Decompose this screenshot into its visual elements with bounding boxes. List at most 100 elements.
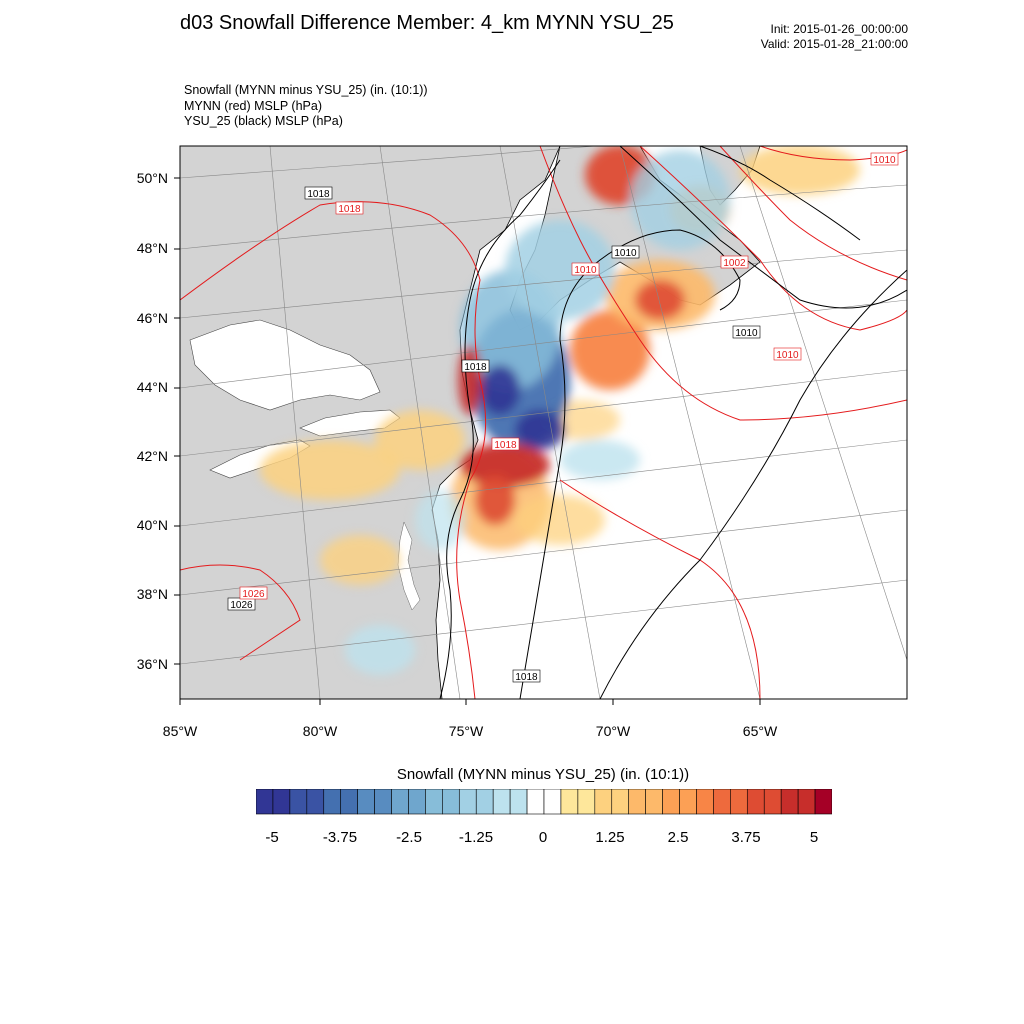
- colorbar-swatch: [357, 789, 375, 815]
- lake-huron: [189, 319, 381, 411]
- contour-label: 1010: [773, 347, 802, 361]
- svg-text:1010: 1010: [574, 265, 597, 276]
- colorbar-swatch: [391, 789, 409, 815]
- colorbar-tick-label: -5: [265, 829, 279, 846]
- lat-label: 46°N: [136, 310, 168, 326]
- colorbar: [256, 789, 832, 815]
- graticule: [180, 146, 907, 699]
- svg-text:1002: 1002: [723, 258, 746, 269]
- svg-text:1010: 1010: [614, 248, 637, 259]
- lat-ticks: [174, 177, 180, 665]
- lon-label: 80°W: [302, 723, 338, 739]
- contour-label: 1018: [491, 437, 520, 451]
- colorbar-swatch: [509, 789, 528, 815]
- svg-text:1018: 1018: [307, 189, 330, 200]
- colorbar-swatch: [306, 789, 325, 815]
- page-title: d03 Snowfall Difference Member: 4_km MYN…: [180, 12, 674, 34]
- contour-label: 1010: [870, 152, 899, 166]
- colorbar-swatch: [696, 789, 714, 815]
- contour-label: 1018: [512, 669, 541, 683]
- contour-label: 1018: [304, 186, 333, 200]
- chesapeake-bay: [397, 521, 421, 611]
- svg-text:1018: 1018: [515, 672, 538, 683]
- contour-label: 1010: [732, 325, 761, 339]
- contour-label: 1026: [227, 597, 256, 611]
- colorbar-swatch: [475, 789, 494, 815]
- lat-label: 44°N: [136, 379, 168, 395]
- svg-text:1026: 1026: [242, 589, 265, 600]
- lat-label: 50°N: [136, 170, 168, 186]
- colorbar-swatch: [780, 789, 799, 815]
- colorbar-tick-label: 3.75: [731, 829, 761, 846]
- contour-label: 1018: [335, 201, 364, 215]
- contour-label: 1026: [239, 586, 268, 600]
- colorbar-swatch: [611, 789, 630, 815]
- lat-label: 40°N: [136, 517, 168, 533]
- colorbar-swatch: [662, 789, 680, 815]
- colorbar-swatch: [543, 789, 562, 815]
- valid-time: Valid: 2015-01-28_21:00:00: [760, 37, 908, 51]
- colorbar-swatch: [323, 789, 342, 815]
- contour-labels-black: 1018 1010 1010 1018 1026 1018: [227, 186, 761, 683]
- colorbar-swatch: [425, 789, 443, 815]
- contour-label: 1010: [571, 262, 600, 276]
- init-time: Init: 2015-01-26_00:00:00: [770, 22, 908, 36]
- colorbar-tick-label: 2.5: [667, 829, 689, 846]
- colorbar-swatch: [289, 789, 308, 815]
- lon-label: 75°W: [448, 723, 484, 739]
- colorbar-swatch: [645, 789, 663, 815]
- subtitle-line: YSU_25 (black) MSLP (hPa): [184, 114, 343, 128]
- colorbar-swatch: [374, 789, 392, 815]
- svg-text:1018: 1018: [494, 440, 517, 451]
- svg-text:1010: 1010: [776, 350, 799, 361]
- colorbar-tick-label: 5: [809, 829, 819, 846]
- colorbar-swatch: [340, 789, 358, 815]
- lon-label: 65°W: [742, 723, 778, 739]
- colorbar-swatch: [797, 789, 816, 815]
- colorbar-tick-label: -2.5: [396, 829, 422, 846]
- svg-text:1018: 1018: [338, 204, 361, 215]
- colorbar-title: Snowfall (MYNN minus YSU_25) (in. (10:1)…: [396, 766, 690, 783]
- contour-labels-red: 1018 1010 1010 1002 1010 1018 1026: [239, 152, 899, 600]
- colorbar-swatch: [730, 789, 748, 815]
- colorbar-swatch: [679, 789, 697, 815]
- colorbar-swatch: [256, 789, 274, 815]
- contour-label: 1010: [611, 245, 640, 259]
- colorbar-swatch: [526, 789, 545, 815]
- colorbar-tick-label: -3.75: [322, 829, 358, 846]
- colorbar-swatch: [272, 789, 291, 815]
- colorbar-swatch: [577, 789, 596, 815]
- colorbar-tick-label: 1.25: [595, 829, 625, 846]
- svg-text:1018: 1018: [464, 362, 487, 373]
- colorbar-swatch: [492, 789, 511, 815]
- colorbar-swatch: [814, 789, 832, 815]
- colorbar-swatch: [763, 789, 782, 815]
- svg-text:1010: 1010: [873, 155, 896, 166]
- mslp-contours-red: [180, 146, 907, 699]
- colorbar-swatch: [628, 789, 646, 815]
- lat-label: 48°N: [136, 240, 168, 256]
- colorbar-tick-label: -1.25: [458, 829, 494, 846]
- colorbar-tick-label: 0: [538, 829, 548, 846]
- contour-label: 1018: [461, 359, 490, 373]
- colorbar-swatch: [560, 789, 579, 815]
- colorbar-swatch: [408, 789, 426, 815]
- snowfall-difference-map: 1018 1010 1010 1018 1026 1018 1018 1010 …: [174, 145, 908, 705]
- lon-ticks: [179, 699, 761, 705]
- colorbar-swatch: [594, 789, 613, 815]
- lon-label: 70°W: [595, 723, 631, 739]
- time-info: Init: 2015-01-26_00:00:00 Valid: 2015-01…: [761, 22, 908, 52]
- lat-label: 36°N: [136, 656, 168, 672]
- svg-text:1010: 1010: [735, 328, 758, 339]
- colorbar-swatch: [713, 789, 731, 815]
- lon-label: 85°W: [162, 723, 198, 739]
- colorbar-swatch: [458, 789, 477, 815]
- subtitle-line: MYNN (red) MSLP (hPa): [184, 98, 322, 113]
- subtitle-line: Snowfall (MYNN minus YSU_25) (in. (10:1)…: [184, 83, 428, 97]
- contour-label: 1002: [720, 255, 749, 269]
- lat-label: 38°N: [136, 586, 168, 602]
- colorbar-swatch: [442, 789, 460, 815]
- lat-label: 42°N: [136, 448, 168, 464]
- svg-text:1026: 1026: [230, 600, 253, 611]
- map-frame: [179, 145, 908, 700]
